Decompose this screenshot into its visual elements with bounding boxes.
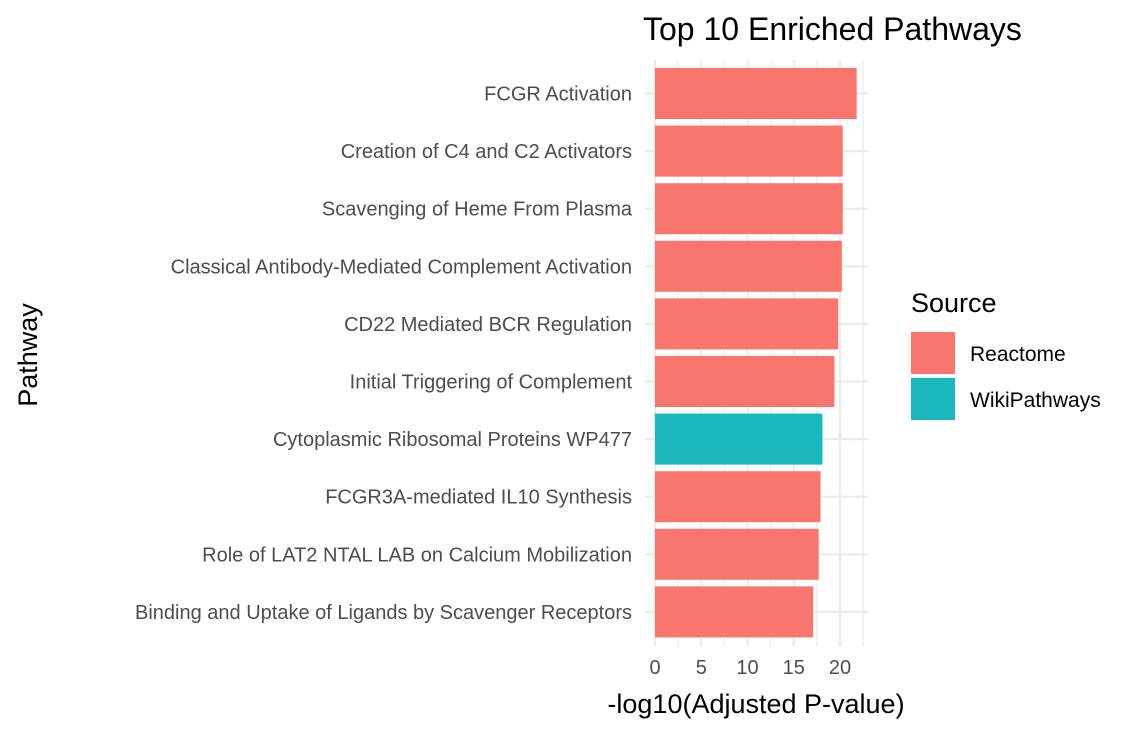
bar xyxy=(655,413,823,465)
category-label: Classical Antibody-Mediated Complement A… xyxy=(171,256,632,278)
category-label: Initial Triggering of Complement xyxy=(350,372,633,394)
bar xyxy=(655,183,843,235)
x-axis-title: -log10(Adjusted P-value) xyxy=(607,689,904,719)
legend-label: WikiPathways xyxy=(970,389,1101,412)
bar xyxy=(655,356,835,407)
category-label: Creation of C4 and C2 Activators xyxy=(341,141,632,163)
legend-swatch xyxy=(911,332,955,374)
x-tick-label: 10 xyxy=(736,657,758,679)
bar xyxy=(655,471,821,523)
bar xyxy=(655,125,843,177)
legend: Source Reactome WikiPathways xyxy=(911,288,1101,420)
x-tick-label: 20 xyxy=(829,657,851,679)
bar xyxy=(655,528,819,580)
legend-title: Source xyxy=(911,288,997,318)
legend-label: Reactome xyxy=(970,343,1066,366)
category-label: Cytoplasmic Ribosomal Proteins WP477 xyxy=(273,429,632,451)
x-tick-labels: 0 5 10 15 20 xyxy=(649,657,851,679)
category-label: Scavenging of Heme From Plasma xyxy=(322,199,633,221)
category-label: FCGR Activation xyxy=(484,84,632,106)
legend-swatch xyxy=(911,378,955,420)
x-tick-label: 0 xyxy=(649,657,660,679)
bar xyxy=(655,298,839,350)
bar xyxy=(655,240,842,292)
category-label: CD22 Mediated BCR Regulation xyxy=(344,314,632,336)
category-label: Role of LAT2 NTAL LAB on Calcium Mobiliz… xyxy=(202,544,632,566)
bar xyxy=(655,68,857,119)
chart-title: Top 10 Enriched Pathways xyxy=(643,11,1022,47)
category-label: Binding and Uptake of Ligands by Scaveng… xyxy=(135,602,632,624)
bar xyxy=(655,586,814,638)
y-axis-title: Pathway xyxy=(13,303,43,407)
category-labels: FCGR Activation Creation of C4 and C2 Act… xyxy=(135,84,633,624)
category-label: FCGR3A-mediated IL10 Synthesis xyxy=(325,487,632,509)
x-tick-label: 5 xyxy=(696,657,707,679)
x-tick-label: 15 xyxy=(783,657,805,679)
bars xyxy=(655,68,857,638)
